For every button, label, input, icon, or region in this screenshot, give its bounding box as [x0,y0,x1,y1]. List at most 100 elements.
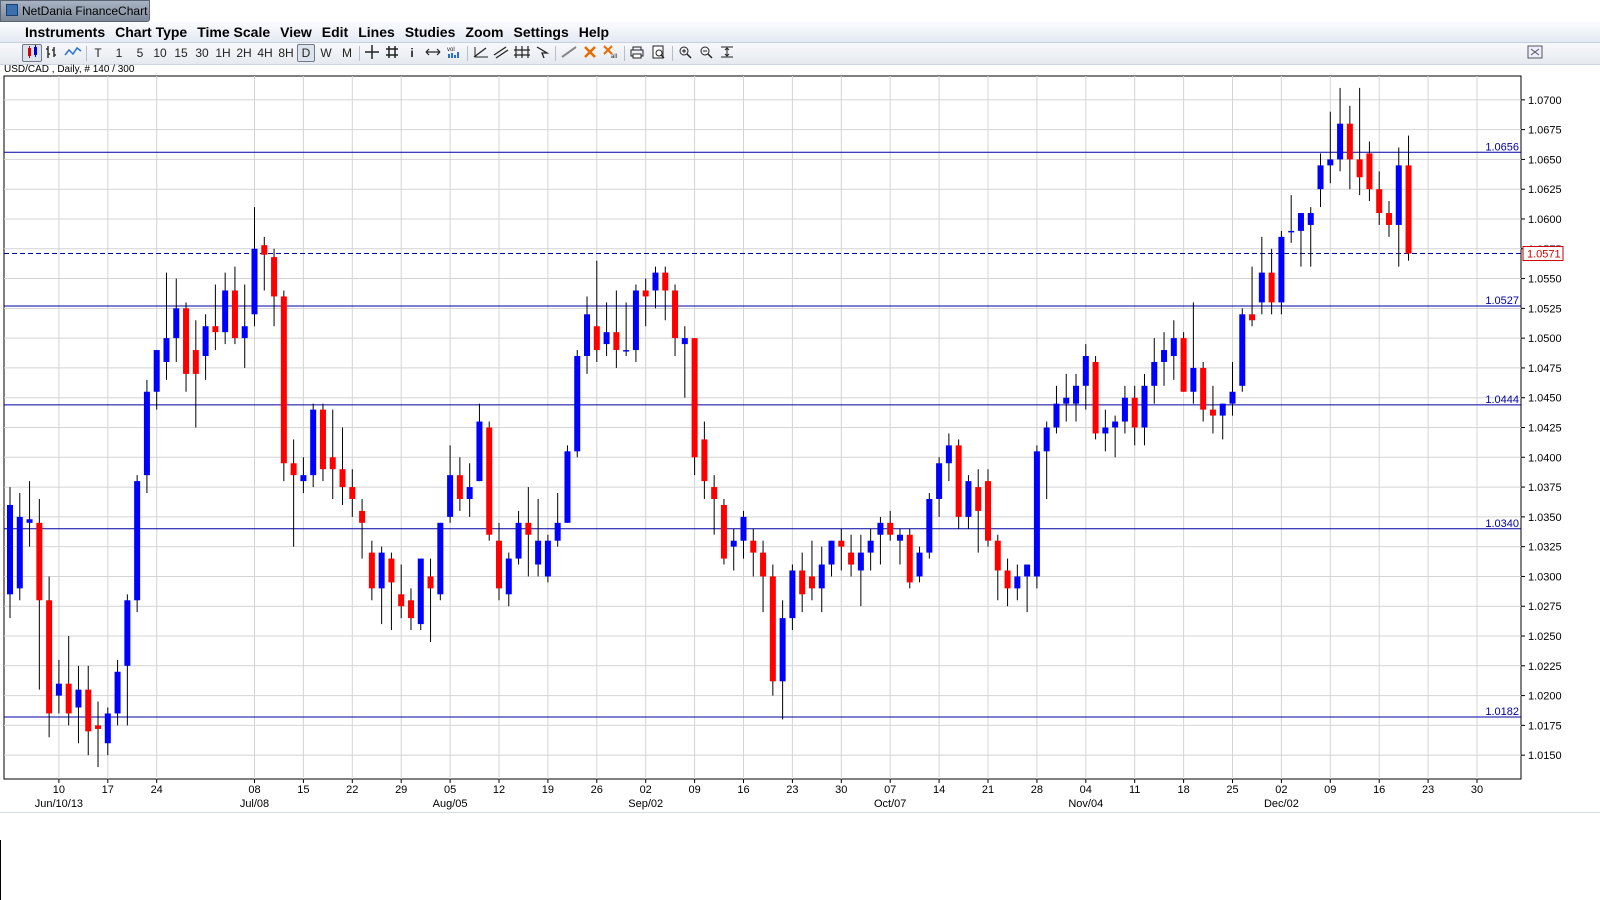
grid-icon[interactable] [384,45,400,61]
menu-studies[interactable]: Studies [404,24,456,40]
menu-time-scale[interactable]: Time Scale [197,24,271,40]
x-month-label: Jul/08 [240,798,269,810]
interval-4h[interactable]: 4H [257,46,273,60]
menu-view[interactable]: View [280,24,312,40]
menu-help[interactable]: Help [578,24,610,40]
candle-body-up [173,308,180,339]
y-tick-label: 1.0475 [1528,363,1562,375]
trendline-icon[interactable] [472,45,490,61]
candle-body-up [1278,236,1285,303]
candle-body-down [525,522,532,535]
interval-monthly[interactable]: M [342,46,352,60]
app-title-tab[interactable]: NetDania FinanceChart [0,0,150,22]
x-tick-label: 23 [786,784,798,796]
candle-body-up [1229,391,1236,404]
y-tick-label: 1.0350 [1528,512,1562,524]
zoom-in-icon[interactable] [676,45,694,61]
candle-body-up [945,445,952,464]
candle-body-down [994,540,1001,571]
candle-body-down [36,522,43,601]
line-chart-icon[interactable] [64,45,82,61]
candle-body-down [192,350,199,374]
interval-10[interactable]: 10 [153,46,167,60]
toolbar: T 1 5 10 15 30 1H 2H 4H 8H D W M i vol a… [0,43,1600,65]
candle-body-up [740,516,747,541]
candle-body-down [1200,367,1207,410]
info-icon[interactable]: i [410,46,414,60]
menu-chart-type[interactable]: Chart Type [115,24,188,40]
line-tool-icon[interactable] [560,45,578,61]
menu-lines[interactable]: Lines [358,24,395,40]
candle-body-up [202,326,209,357]
delete-icon[interactable] [581,45,599,61]
crosshair-icon[interactable] [364,45,380,61]
candle-body-up [1297,213,1304,231]
interval-1h[interactable]: 1H [215,46,231,60]
candle-body-up [789,570,796,619]
info-bar: USD/CAD , Daily, # 140 / 300 [0,64,1600,76]
candle-body-down [769,576,776,682]
y-tick-label: 1.0625 [1528,184,1562,196]
candle-body-up [505,558,512,595]
candle-body-up [652,272,659,291]
interval-1[interactable]: 1 [115,46,123,60]
print-preview-icon[interactable] [650,45,668,61]
fibonacci-icon[interactable] [513,45,531,61]
interval-5[interactable]: 5 [136,46,144,60]
candle-body-down [85,689,92,732]
menu-edit[interactable]: Edit [321,24,349,40]
interval-daily[interactable]: D [297,44,315,62]
footer-separator [0,812,1600,813]
delete-all-icon[interactable]: all [602,45,620,61]
candle-body-down [838,540,845,547]
level-label: 1.0656 [1485,141,1519,153]
x-tick-label: 17 [102,784,114,796]
interval-weekly[interactable]: W [320,46,332,60]
y-tick-label: 1.0200 [1528,691,1562,703]
candle-body-down [906,534,913,583]
candle-body-down [46,600,53,714]
zoom-out-icon[interactable] [697,45,715,61]
channel-icon[interactable] [492,45,510,61]
interval-tick[interactable]: T [94,46,102,60]
scroll-arrows-icon[interactable] [424,45,442,61]
interval-8h[interactable]: 8H [278,46,294,60]
candle-body-up [300,475,307,482]
candle-body-up [896,534,903,541]
menu-zoom[interactable]: Zoom [465,24,504,40]
candle-body-down [1249,314,1256,321]
candle-body-up [828,540,835,565]
interval-15[interactable]: 15 [174,46,188,60]
candlestick-chart-icon[interactable] [22,44,42,62]
arrow-cursor-icon[interactable] [534,45,550,61]
candle-body-up [554,522,561,541]
x-tick-label: 18 [1177,784,1189,796]
interval-30[interactable]: 30 [195,46,209,60]
candle-body-up [818,564,825,589]
y-tick-label: 1.0250 [1528,631,1562,643]
menu-settings[interactable]: Settings [513,24,569,40]
volume-icon[interactable]: vol [446,45,462,61]
candle-body-down [750,540,757,553]
candle-body-up [544,540,551,577]
candle-body-down [691,338,698,458]
current-price-box [1522,246,1564,262]
price-chart[interactable]: 1.0656 1.0527 1.0444 1.0340 1.0182 1.0150 1.0… [0,0,1600,812]
zoom-fit-icon[interactable] [718,45,736,61]
menu-instruments[interactable]: Instruments [25,24,106,40]
x-tick-label: 30 [835,784,847,796]
title-bar: NetDania FinanceChart [0,0,1600,22]
panel-toggle-icon[interactable] [1526,45,1544,61]
interval-2h[interactable]: 2H [236,46,252,60]
x-tick-label: 10 [53,784,65,796]
candle-body-up [926,498,933,553]
x-tick-label: 09 [688,784,700,796]
candle-body-down [1366,153,1373,190]
bar-chart-icon[interactable] [44,45,60,61]
candle-body-up [1082,356,1089,386]
candle-body-up [153,350,160,392]
print-icon[interactable] [628,45,646,61]
y-tick-label: 1.0375 [1528,482,1562,494]
x-tick-label: 24 [151,784,163,796]
candle-body-down [1268,272,1275,303]
